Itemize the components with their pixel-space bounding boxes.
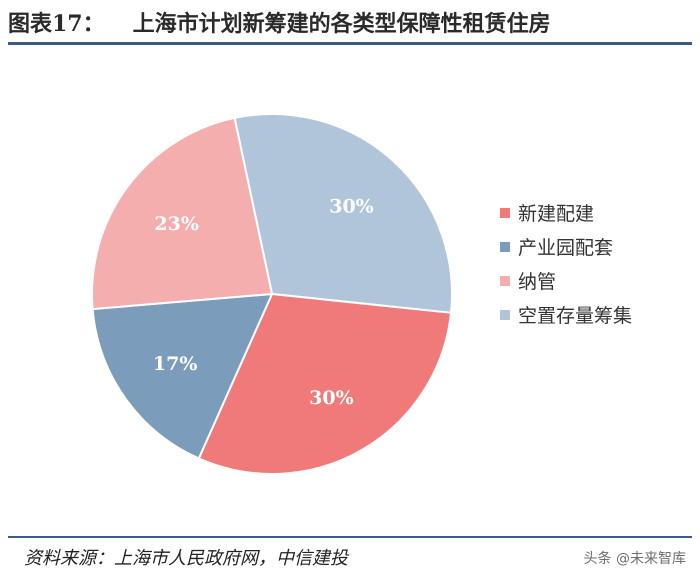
legend-swatch-0 xyxy=(500,208,510,218)
data-label-3: 23% xyxy=(154,213,199,235)
pie-slice-2 xyxy=(91,292,274,460)
pie-slice-3 xyxy=(91,116,274,311)
top-rule xyxy=(8,42,692,45)
watermark: 头条 @未来智库 xyxy=(583,551,686,567)
legend-label-3: 空置存量筹集 xyxy=(518,305,632,327)
data-label-0: 30% xyxy=(329,196,374,218)
pie-slice-0 xyxy=(233,113,453,314)
figure-title: 上海市计划新筹建的各类型保障性租赁住房 xyxy=(132,11,551,37)
data-label-2: 17% xyxy=(153,353,198,375)
source-note: 资料来源：上海市人民政府网，中信建投 xyxy=(24,548,348,569)
figure-number: 图表17： xyxy=(8,11,105,37)
pie-slice-1 xyxy=(197,292,453,475)
legend-swatch-1 xyxy=(500,242,510,252)
chart-title: 图表17： 上海市计划新筹建的各类型保障性租赁住房 xyxy=(8,8,551,40)
bottom-rule xyxy=(8,536,692,538)
legend-label-1: 产业园配套 xyxy=(518,237,613,259)
legend-swatch-3 xyxy=(500,310,510,320)
legend-swatch-2 xyxy=(500,276,510,286)
legend-label-0: 新建配建 xyxy=(518,203,594,225)
data-label-1: 30% xyxy=(309,387,354,409)
legend-label-2: 纳管 xyxy=(518,271,556,293)
